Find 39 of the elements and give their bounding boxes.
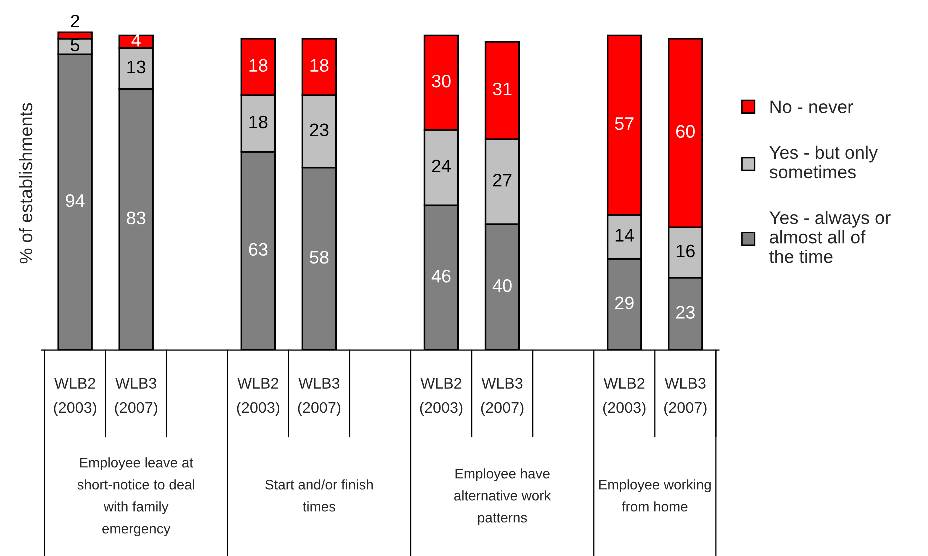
x-tick-label: WLB2 (2003) (237, 378, 280, 416)
data-label: 24 (432, 160, 452, 172)
data-label: 14 (616, 229, 634, 242)
data-label: 46 (432, 270, 451, 283)
x-tick-label: WLB3 (2007) (115, 378, 158, 416)
data-label: 58 (310, 251, 329, 264)
data-label: 4 (132, 34, 141, 47)
data-label: 27 (493, 174, 512, 187)
legend-label: No - never (770, 100, 854, 114)
x-tick-label: WLB2 (2003) (420, 378, 463, 416)
data-label: 18 (310, 59, 329, 72)
y-axis-title: % of establishments (19, 103, 33, 264)
legend-label: Yes - always or almost all of the time (770, 211, 891, 264)
legend-label: Yes - but only sometimes (770, 146, 878, 179)
data-label: 16 (676, 244, 695, 258)
data-label: 83 (127, 212, 146, 225)
text: Employee working from home (600, 480, 711, 512)
text: Start and/or finish times (266, 480, 373, 512)
x-tick-label: WLB2 (2003) (603, 378, 646, 416)
data-label: 29 (615, 296, 634, 310)
data-label: 30 (432, 74, 451, 88)
data-label: 13 (128, 60, 146, 74)
data-label: 18 (250, 116, 268, 129)
x-tick-label: WLB3 (2007) (298, 378, 341, 416)
data-label: 18 (250, 59, 268, 72)
data-label: 57 (615, 118, 634, 130)
data-label: 40 (492, 279, 512, 292)
data-label: 94 (66, 194, 85, 208)
x-tick-label: WLB2 (2003) (54, 378, 96, 416)
text: Employee leave at short-notice to deal with family emergency (78, 458, 194, 537)
data-label: 63 (249, 243, 268, 256)
text: Employee have alternative work patterns (454, 468, 552, 526)
data-label: 60 (676, 125, 695, 138)
data-label: 23 (676, 306, 695, 319)
data-label: 2 (71, 14, 80, 28)
data-label: 31 (493, 82, 512, 96)
x-tick-label: WLB3 (2007) (481, 378, 524, 416)
x-tick-label: WLB3 (2007) (664, 378, 707, 416)
data-label: 23 (310, 124, 329, 136)
